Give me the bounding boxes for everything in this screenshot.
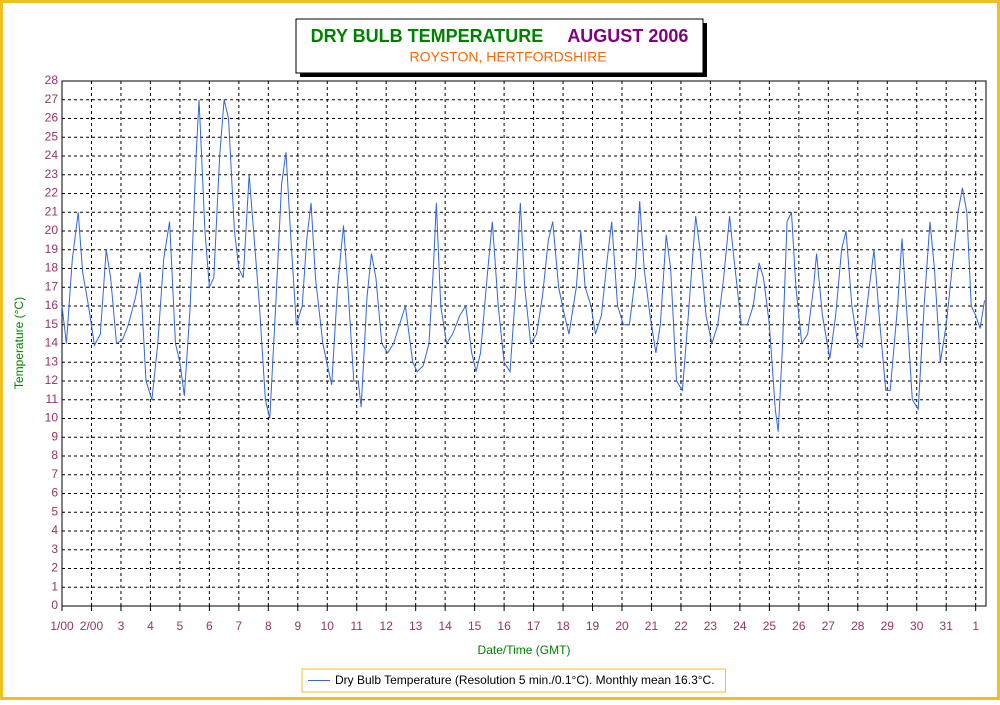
x-tick-label: 6 (206, 619, 213, 633)
y-tick-label: 25 (45, 129, 59, 143)
chart-title-period: AUGUST 2006 (567, 26, 688, 46)
plot-border (61, 80, 987, 607)
x-tick-label: 12 (380, 619, 394, 633)
y-tick-label: 17 (45, 279, 59, 293)
x-tick-label: 1 (972, 619, 979, 633)
y-tick-label: 23 (45, 167, 59, 181)
y-tick-label: 6 (51, 486, 58, 500)
y-tick-label: 21 (45, 204, 59, 218)
x-tick-label: 7 (235, 619, 242, 633)
y-tick-label: 9 (51, 429, 58, 443)
x-tick-label: 25 (763, 619, 777, 633)
y-tick-label: 2 (51, 561, 58, 575)
y-tick-label: 27 (45, 92, 59, 106)
y-tick-label: 14 (45, 336, 59, 350)
legend-box (301, 668, 727, 693)
x-tick-label: 10 (321, 619, 335, 633)
y-tick-label: 10 (45, 411, 59, 425)
x-tick-label: 1/00 (50, 619, 74, 633)
x-tick-label: 22 (674, 619, 688, 633)
y-tick-label: 18 (45, 261, 59, 275)
y-tick-label: 28 (45, 73, 59, 87)
x-tick-label: 4 (147, 619, 154, 633)
x-tick-label: 15 (468, 619, 482, 633)
x-tick-label: 18 (556, 619, 570, 633)
x-axis-title: Date/Time (GMT) (478, 643, 571, 657)
y-tick-label: 19 (45, 242, 59, 256)
y-tick-label: 3 (51, 542, 58, 556)
y-tick-label: 1 (51, 579, 58, 593)
y-tick-label: 15 (45, 317, 59, 331)
y-tick-label: 12 (45, 373, 59, 387)
x-tick-label: 2/00 (80, 619, 104, 633)
x-tick-label: 21 (645, 619, 659, 633)
x-tick-label: 14 (438, 619, 452, 633)
y-tick-label: 0 (51, 598, 58, 612)
x-tick-label: 28 (851, 619, 865, 633)
y-tick-label: 22 (45, 186, 59, 200)
x-tick-label: 23 (704, 619, 718, 633)
y-tick-label: 7 (51, 467, 58, 481)
chart-title: DRY BULB TEMPERATURE (311, 26, 544, 46)
y-tick-label: 24 (45, 148, 59, 162)
y-tick-label: 11 (46, 392, 59, 406)
y-tick-label: 26 (45, 111, 59, 125)
legend-label: Dry Bulb Temperature (Resolution 5 min./… (335, 673, 715, 687)
x-tick-label: 30 (910, 619, 924, 633)
temperature-line (61, 99, 986, 432)
x-tick-label: 26 (792, 619, 806, 633)
x-tick-label: 29 (881, 619, 895, 633)
x-tick-label: 11 (351, 619, 364, 633)
y-tick-label: 16 (45, 298, 59, 312)
y-tick-label: 4 (51, 523, 58, 537)
x-tick-label: 9 (294, 619, 301, 633)
x-tick-label: 3 (118, 619, 125, 633)
x-tick-label: 19 (586, 619, 600, 633)
x-tick-label: 16 (497, 619, 511, 633)
x-tick-label: 5 (177, 619, 184, 633)
chart-subtitle: ROYSTON, HERTFORDSHIRE (409, 49, 606, 65)
x-tick-label: 20 (615, 619, 629, 633)
y-tick-label: 8 (51, 448, 58, 462)
x-tick-label: 13 (409, 619, 423, 633)
y-tick-label: 20 (45, 223, 59, 237)
x-tick-label: 17 (527, 619, 541, 633)
y-axis-title: Temperature (°C) (12, 297, 26, 389)
x-tick-label: 24 (733, 619, 747, 633)
y-tick-label: 13 (45, 354, 59, 368)
title-box (295, 18, 704, 74)
y-tick-label: 5 (51, 504, 58, 518)
x-tick-label: 31 (940, 619, 954, 633)
x-tick-label: 8 (265, 619, 272, 633)
x-tick-label: 27 (822, 619, 836, 633)
